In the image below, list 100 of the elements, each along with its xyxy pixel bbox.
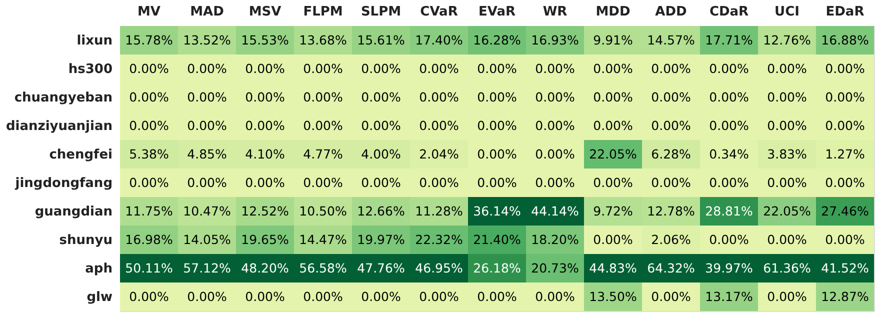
data-label: 64.32%: [647, 260, 695, 276]
data-label: 14.57%: [647, 32, 695, 48]
data-label: 0.00%: [709, 89, 749, 104]
data-label: 0.00%: [825, 118, 865, 133]
data-label: 22.05%: [763, 203, 811, 218]
data-label: 9.72%: [593, 203, 633, 218]
data-label: 4.85%: [187, 146, 227, 162]
data-label: 0.00%: [767, 118, 807, 133]
data-label: 1.27%: [825, 146, 865, 162]
data-label: 11.75%: [125, 203, 173, 218]
data-label: 6.28%: [651, 146, 691, 162]
data-label: 0.00%: [477, 288, 517, 304]
data-label: 14.05%: [183, 232, 231, 247]
data-label: 57.12%: [183, 260, 231, 276]
y-tick-label: aph: [85, 261, 112, 276]
data-label: 0.00%: [651, 174, 691, 190]
data-label: 0.00%: [245, 174, 285, 190]
data-label: 27.46%: [821, 203, 869, 218]
data-label: 13.50%: [589, 288, 637, 304]
data-label: 12.66%: [357, 203, 405, 218]
data-label: 0.00%: [303, 288, 343, 304]
data-label: 0.00%: [767, 288, 807, 304]
y-tick-label: glw: [86, 290, 112, 305]
data-label: 0.00%: [361, 118, 401, 133]
data-label: 3.83%: [767, 146, 807, 162]
data-label: 0.00%: [825, 232, 865, 247]
data-label: 0.00%: [651, 288, 691, 304]
y-tick-label: chengfei: [49, 147, 112, 162]
data-label: 0.00%: [245, 288, 285, 304]
data-label: 0.00%: [187, 174, 227, 190]
data-label: 16.93%: [531, 32, 579, 48]
x-tick-label: MDD: [596, 4, 630, 20]
data-label: 0.00%: [477, 89, 517, 104]
data-label: 13.52%: [183, 32, 231, 48]
data-label: 0.00%: [593, 232, 633, 247]
data-label: 0.00%: [593, 174, 633, 190]
data-label: 0.00%: [477, 146, 517, 162]
data-label: 0.00%: [535, 60, 575, 76]
data-label: 16.28%: [473, 32, 521, 48]
data-label: 0.00%: [361, 60, 401, 76]
data-label: 0.00%: [419, 118, 459, 133]
data-label: 0.00%: [767, 60, 807, 76]
data-label: 0.00%: [129, 60, 169, 76]
data-label: 0.00%: [129, 174, 169, 190]
data-label: 26.18%: [473, 260, 521, 276]
data-label: 0.00%: [129, 118, 169, 133]
data-label: 0.00%: [593, 60, 633, 76]
x-tick-label: FLPM: [303, 4, 343, 20]
data-label: 0.00%: [245, 60, 285, 76]
data-label: 0.00%: [709, 174, 749, 190]
data-label: 0.00%: [187, 60, 227, 76]
x-tick-label: SLPM: [360, 4, 402, 20]
y-tick-label: shunyu: [59, 232, 112, 248]
data-label: 0.00%: [593, 89, 633, 104]
data-label: 61.36%: [763, 260, 811, 276]
data-label: 0.00%: [129, 288, 169, 304]
data-label: 0.00%: [303, 174, 343, 190]
data-label: 16.88%: [821, 32, 869, 48]
data-label: 0.00%: [535, 288, 575, 304]
data-label: 5.38%: [129, 146, 169, 162]
data-label: 0.00%: [535, 118, 575, 133]
data-label: 11.28%: [415, 203, 463, 218]
data-label: 0.00%: [593, 118, 633, 133]
data-label: 0.00%: [825, 89, 865, 104]
data-label: 0.00%: [187, 118, 227, 133]
x-tick-label: UCI: [774, 4, 800, 20]
data-label: 0.00%: [187, 89, 227, 104]
data-label: 22.32%: [415, 232, 463, 247]
data-label: 0.00%: [361, 89, 401, 104]
data-label: 21.40%: [473, 232, 521, 247]
y-tick-label: hs300: [68, 62, 112, 77]
x-tick-label: CDaR: [709, 4, 749, 20]
data-label: 0.00%: [419, 60, 459, 76]
data-label: 10.50%: [299, 203, 347, 218]
data-label: 0.00%: [419, 89, 459, 104]
data-label: 10.47%: [183, 203, 231, 218]
data-label: 13.17%: [705, 288, 753, 304]
x-tick-label: EDaR: [826, 4, 864, 20]
y-tick-label: dianziyuanjian: [6, 118, 112, 134]
data-label: 0.00%: [187, 288, 227, 304]
data-label: 0.00%: [477, 174, 517, 190]
data-label: 56.58%: [299, 260, 347, 276]
data-label: 0.00%: [245, 89, 285, 104]
data-label: 16.98%: [125, 232, 173, 247]
data-label: 28.81%: [705, 203, 753, 218]
data-label: 44.83%: [589, 260, 637, 276]
data-label: 12.78%: [647, 203, 695, 218]
data-label: 15.61%: [357, 32, 405, 48]
data-label: 41.52%: [821, 260, 869, 276]
data-label: 0.00%: [477, 118, 517, 133]
x-tick-label: MSV: [248, 4, 282, 20]
data-label: 2.06%: [651, 232, 691, 247]
x-tick-label: EVaR: [478, 4, 516, 20]
data-label: 0.00%: [651, 60, 691, 76]
data-label: 12.52%: [241, 203, 289, 218]
x-tick-label: MV: [138, 4, 160, 20]
y-tick-label: guangdian: [34, 204, 112, 220]
data-label: 46.95%: [415, 260, 463, 276]
data-label: 0.00%: [825, 60, 865, 76]
x-tick-label: MAD: [190, 4, 224, 20]
